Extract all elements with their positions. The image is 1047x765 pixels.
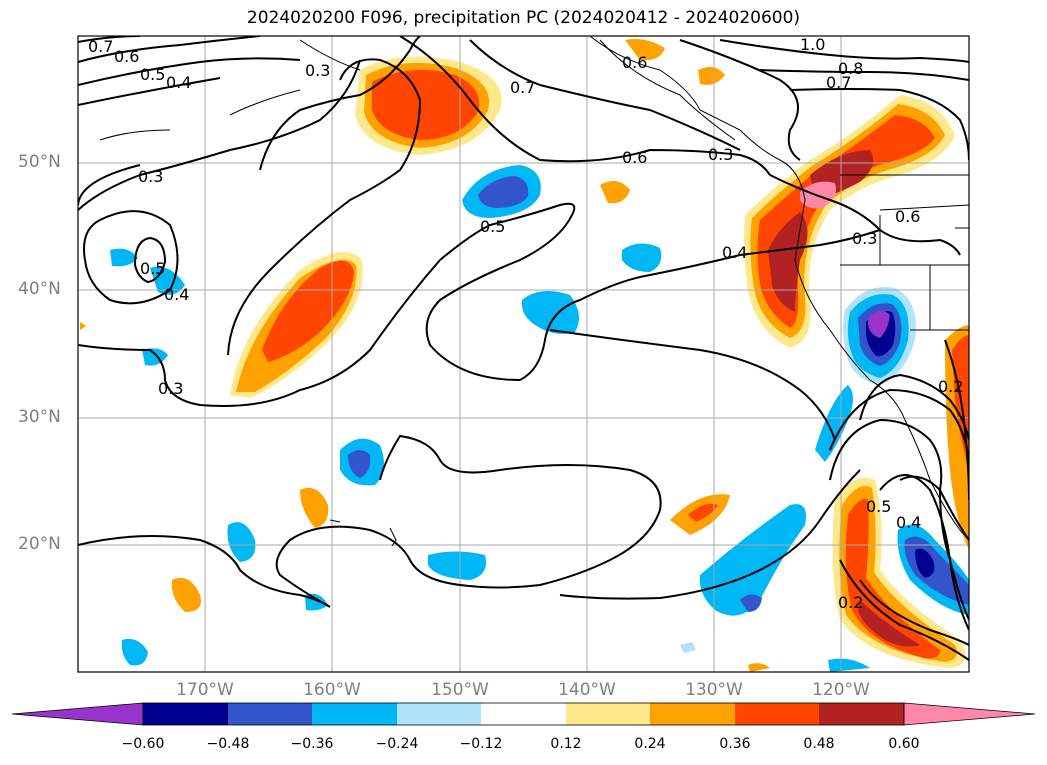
colorbar-segment [650, 703, 735, 725]
lat-label: 40°N [18, 279, 61, 299]
contour-label: 0.4 [166, 73, 191, 92]
lat-label: 50°N [18, 152, 61, 172]
colorbar-segment [228, 703, 312, 725]
graticule [78, 36, 969, 672]
contour-label: 0.6 [895, 207, 920, 226]
contour-label: 0.4 [896, 513, 921, 532]
colorbar-segment [735, 703, 819, 725]
colorbar-segment [397, 703, 481, 725]
lon-label: 130°W [685, 680, 743, 700]
negative-anomaly [521, 291, 579, 334]
contour-label: 0.3 [708, 145, 733, 164]
colorbar-tick: 0.60 [888, 736, 920, 752]
colorbar-tick: 0.24 [634, 736, 666, 752]
contour-label: 0.7 [88, 37, 113, 56]
colorbar-tick: −0.36 [290, 736, 334, 752]
lon-label: 170°W [176, 680, 234, 700]
contour-label: 0.8 [838, 59, 863, 78]
map-title: 2024020200 F096, precipitation PC (20240… [246, 8, 801, 28]
colorbar-tick: −0.60 [121, 736, 165, 752]
colorbar-tick: −0.24 [375, 736, 419, 752]
contour-label: 0.4 [722, 243, 747, 262]
lon-label: 120°W [812, 680, 870, 700]
contour-label: 0.7 [510, 78, 535, 97]
contour-label: 0.5 [480, 217, 505, 236]
contour-label: 0.7 [826, 73, 851, 92]
colorbar-extend-low [11, 702, 144, 726]
colorbar [11, 702, 1036, 726]
contour-label: 0.3 [138, 167, 163, 186]
precip-shading [80, 39, 969, 672]
contour-label: 0.2 [838, 593, 863, 612]
colorbar-tick: −0.12 [459, 736, 503, 752]
lon-label: 140°W [558, 680, 616, 700]
contour-label: 0.5 [140, 259, 165, 278]
contour-label: 0.5 [866, 497, 891, 516]
lat-label: 30°N [18, 407, 61, 427]
colorbar-segment [819, 703, 904, 725]
contour-label: 0.6 [622, 53, 647, 72]
contour-label: 0.2 [938, 377, 963, 396]
contour-label: 1.0 [800, 35, 825, 54]
colorbar-segment [481, 703, 566, 725]
colorbar-tick: 0.12 [550, 736, 582, 752]
colorbar-segment [566, 703, 650, 725]
colorbar-extend-high [903, 702, 1036, 726]
lon-label: 160°W [303, 680, 361, 700]
contour-label: 0.5 [140, 65, 165, 84]
map-frame [77, 35, 970, 673]
contour-label: 0.3 [852, 229, 877, 248]
contour-lines [78, 36, 969, 661]
colorbar-tick: −0.48 [206, 736, 250, 752]
contour-label: 0.6 [114, 47, 139, 66]
contour-labels: 0.7 0.6 0.5 0.4 0.3 0.3 0.7 0.6 0.5 0.3 … [88, 35, 963, 612]
colorbar-segment [143, 703, 228, 725]
contour-label: 0.6 [622, 148, 647, 167]
coastlines [99, 36, 969, 547]
lon-label: 150°W [431, 680, 489, 700]
colorbar-tick: 0.48 [803, 736, 835, 752]
colorbar-tick: 0.36 [719, 736, 751, 752]
contour-label: 0.4 [164, 285, 189, 304]
contour-label: 0.3 [158, 379, 183, 398]
negative-anomaly [699, 504, 806, 616]
colorbar-segment [312, 703, 397, 725]
contour-label: 0.3 [305, 61, 330, 80]
lat-label: 20°N [18, 534, 61, 554]
